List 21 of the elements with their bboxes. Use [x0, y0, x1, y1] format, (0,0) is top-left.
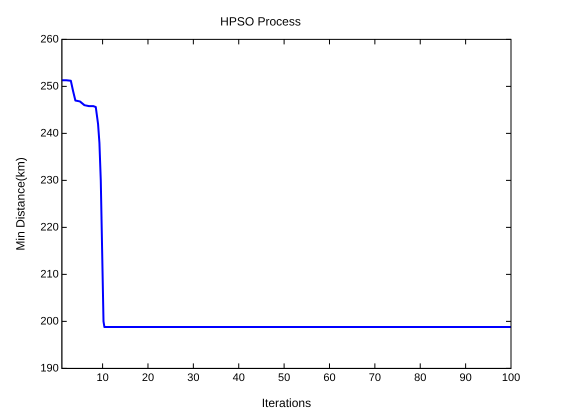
x-axis-title: Iterations — [262, 396, 312, 410]
y-tick-label: 220 — [40, 221, 59, 234]
x-tick-label: 100 — [502, 372, 520, 384]
x-tick-label: 20 — [142, 372, 154, 384]
y-tick-label: 230 — [40, 174, 59, 186]
x-tick-label: 50 — [278, 372, 290, 384]
x-tick-label: 90 — [459, 372, 472, 384]
y-tick-label: 240 — [40, 127, 59, 140]
x-tick-label: 80 — [414, 372, 426, 384]
y-tick-label: 190 — [40, 362, 59, 374]
y-tick-label: 210 — [40, 268, 59, 280]
y-axis-title: Min Distance(km) — [14, 157, 28, 251]
x-tick-label: 30 — [187, 372, 200, 384]
y-tick-label: 250 — [40, 80, 59, 92]
x-tick-label: 40 — [232, 372, 245, 384]
x-tick-label: 60 — [323, 372, 336, 384]
y-tick-label: 200 — [40, 315, 59, 328]
y-tick-label: 260 — [40, 33, 59, 46]
x-tick-label: 70 — [368, 372, 381, 384]
x-tick-label: 10 — [96, 372, 109, 384]
chart-title: HPSO Process — [220, 14, 301, 29]
